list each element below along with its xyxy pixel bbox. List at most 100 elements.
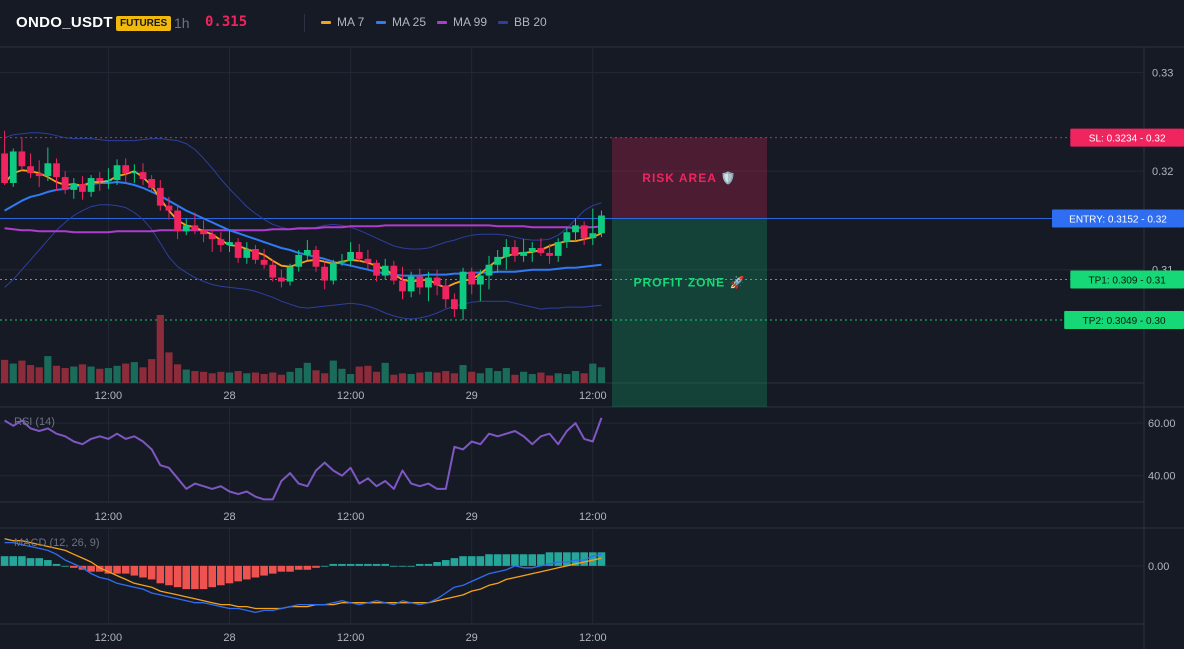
candle-body: [79, 183, 86, 192]
macd-histogram-bar: [147, 565, 156, 580]
macd-histogram-bar: [268, 565, 277, 574]
volume-bar: [78, 364, 87, 383]
candle-body: [44, 163, 52, 177]
candle-body: [520, 251, 527, 256]
volume-bar: [61, 368, 69, 383]
legend-ma99[interactable]: MA 99: [437, 15, 487, 29]
header-divider: [304, 14, 305, 32]
candle-body: [234, 242, 242, 258]
macd-histogram-bar: [355, 563, 364, 566]
macd-histogram-bar: [545, 552, 554, 566]
macd-histogram-bar: [130, 565, 139, 576]
macd-histogram-bar: [251, 565, 260, 578]
candle-body: [182, 225, 190, 232]
candle-body: [208, 234, 216, 240]
candle-body: [96, 178, 104, 182]
candle-body: [139, 172, 147, 180]
candle-body: [105, 180, 112, 182]
legend-ma25[interactable]: MA 25: [376, 15, 426, 29]
macd-histogram-bar: [589, 552, 597, 566]
legend-ma7[interactable]: MA 7: [321, 15, 364, 29]
candle-body: [563, 232, 571, 243]
legend-swatch: [376, 20, 386, 24]
legend-swatch: [321, 20, 331, 24]
macd-histogram-bar: [320, 565, 329, 567]
level-tag-label: TP2: 0.3049 - 0.30: [1083, 316, 1166, 327]
volume-bar: [208, 373, 216, 383]
macd-histogram-bar: [580, 552, 588, 566]
macd-histogram-bar: [312, 565, 320, 568]
volume-bar: [347, 374, 355, 383]
candle-body: [295, 254, 303, 267]
macd-histogram-bar: [61, 565, 69, 567]
volume-bar: [372, 371, 381, 383]
candle-body: [546, 252, 553, 256]
macd-histogram-bar: [121, 565, 130, 574]
level-tag: [1070, 270, 1184, 289]
macd-histogram-bar: [87, 565, 95, 572]
volume-bar: [9, 363, 17, 383]
volume-bar: [597, 367, 606, 383]
time-tick-label: 29: [466, 632, 478, 644]
volume-bar: [130, 362, 138, 383]
volume-bar: [312, 370, 320, 383]
candle-body: [156, 187, 164, 206]
symbol-label[interactable]: ONDO_USDT: [16, 14, 113, 31]
candle-body: [373, 262, 380, 276]
volume-bar: [390, 374, 398, 383]
candle-body: [303, 249, 311, 255]
volume-bar: [476, 373, 484, 383]
macd-histogram-bar: [563, 552, 571, 566]
volume-bar: [295, 368, 303, 383]
time-tick-label: 12:00: [95, 632, 123, 644]
legend-bb20[interactable]: BB 20: [498, 15, 547, 29]
bb-lower-line: [4, 204, 602, 320]
macd-histogram-bar: [52, 563, 61, 566]
volume-bar: [303, 362, 311, 383]
macd-histogram-bar: [234, 565, 242, 582]
time-tick-label: 12:00: [337, 390, 365, 402]
time-tick-label: 12:00: [579, 632, 607, 644]
macd-histogram-bar: [467, 556, 476, 566]
candle-body: [87, 178, 95, 192]
volume-bar: [182, 369, 190, 383]
candle-body: [502, 247, 510, 257]
macd-histogram-bar: [416, 563, 424, 566]
volume-bar: [234, 371, 242, 383]
time-tick-label: 29: [466, 511, 478, 523]
volume-bar: [485, 368, 493, 383]
volume-bar: [571, 371, 580, 383]
candle-body: [468, 271, 476, 285]
macd-histogram-bar: [217, 565, 225, 586]
macd-histogram-bar: [554, 552, 562, 566]
candle-body: [243, 249, 251, 258]
volume-bar: [580, 373, 588, 383]
volume-bar: [104, 368, 112, 383]
macd-histogram-bar: [459, 556, 467, 566]
volume-bar: [243, 373, 251, 383]
volume-bar: [217, 371, 225, 383]
macd-histogram-bar: [303, 565, 312, 570]
volume-bar: [0, 359, 9, 383]
price-tick-label: 0.33: [1152, 68, 1173, 80]
time-tick-label: 12:00: [337, 632, 365, 644]
macd-histogram-bar: [450, 558, 459, 566]
candle-body: [260, 259, 268, 265]
volume-bar: [156, 315, 164, 383]
price-tick-label: 0.32: [1152, 166, 1173, 178]
macd-histogram-bar: [44, 560, 52, 566]
time-tick-label: 12:00: [579, 390, 607, 402]
volume-bar: [520, 371, 528, 383]
risk-area-zone: [612, 137, 767, 219]
macd-histogram-bar: [156, 565, 165, 584]
macd-histogram-bar: [485, 554, 493, 566]
macd-title: MACD (12, 26, 9): [14, 537, 100, 549]
candle-body: [485, 264, 493, 276]
candle-body: [425, 277, 432, 288]
macd-histogram-bar: [424, 563, 433, 566]
candle-body: [347, 251, 354, 261]
volume-bar: [416, 372, 424, 383]
timeframe-label[interactable]: 1h: [174, 15, 190, 31]
macd-histogram-bar: [208, 565, 216, 588]
